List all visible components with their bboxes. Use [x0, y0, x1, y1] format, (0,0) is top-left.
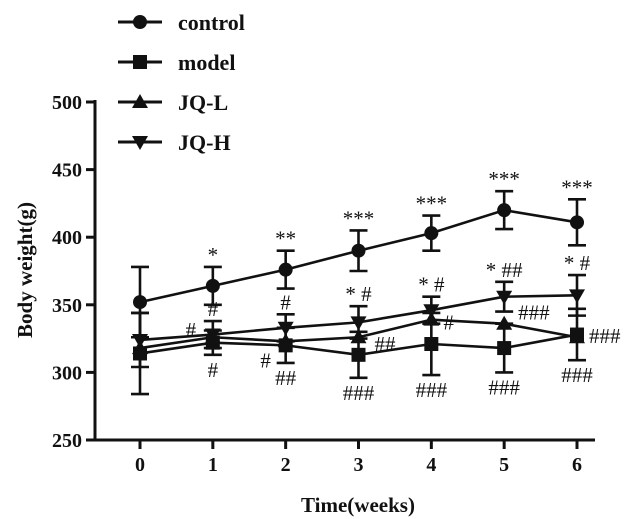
significance-JQ-L-3: ##	[375, 332, 397, 356]
significance-model-6: ###	[561, 363, 593, 387]
significance-control-5: ***	[488, 167, 520, 191]
data-point-control-6	[570, 215, 584, 230]
significance-JQ-L-6: ###	[589, 324, 621, 348]
legend-label-control: control	[178, 10, 245, 35]
data-point-JQ-H-6	[569, 289, 585, 304]
legend-item-control: control	[118, 10, 245, 35]
plot-area	[131, 189, 586, 396]
y-axis-label: Body weight(g)	[13, 202, 37, 338]
legend-item-JQ-H: JQ-H	[118, 130, 231, 155]
significance-JQ-L-4: #	[443, 311, 454, 335]
legend-label-JQ-H: JQ-H	[178, 130, 231, 155]
significance-model-1: #	[208, 358, 219, 382]
y-tick-label-350: 350	[52, 295, 82, 317]
data-point-JQ-H-5	[496, 290, 513, 305]
x-tick-label-6: 6	[572, 454, 582, 476]
significance-JQ-H-6: * #	[564, 251, 591, 275]
significance-model-2: ##	[275, 366, 297, 390]
data-point-JQ-H-4	[423, 304, 440, 319]
legend-item-JQ-L: JQ-L	[118, 90, 228, 115]
legend-marker-JQ-L	[132, 94, 148, 108]
y-tick-label-450: 450	[52, 160, 82, 182]
axes: 250 300 350 400 450 500 0 1 2 3 4 5 6	[52, 92, 595, 476]
significance-JQ-H-4: * #	[418, 273, 445, 297]
significance-control-1: *	[208, 243, 219, 267]
data-point-JQ-L-5	[496, 315, 513, 330]
significance-control-2: **	[275, 227, 296, 251]
significance-JQ-H-1: #	[208, 297, 219, 321]
data-point-JQ-H-3	[350, 316, 367, 331]
significance-model-4: ###	[416, 378, 448, 402]
significance-JQ-L-5: ###	[518, 301, 550, 325]
significance-annotations: ************ ***# ##### ### ########### #####…	[186, 167, 621, 405]
legend-label-JQ-L: JQ-L	[178, 90, 228, 115]
series-JQ-H	[131, 273, 586, 369]
legend-marker-JQ-H	[132, 136, 148, 150]
significance-JQ-H-3: * #	[345, 282, 372, 306]
data-point-control-0	[133, 295, 147, 310]
x-tick-label-3: 3	[354, 454, 364, 476]
data-point-control-1	[205, 278, 220, 293]
x-tick-label-4: 4	[426, 454, 436, 476]
data-point-model-3	[351, 347, 366, 362]
data-point-JQ-H-1	[204, 328, 221, 343]
legend-marker-control	[133, 15, 147, 29]
data-point-control-4	[424, 226, 439, 241]
data-point-control-5	[497, 203, 512, 218]
series-control	[131, 189, 586, 339]
significance-JQ-L-1: #	[186, 318, 197, 342]
data-point-model-4	[424, 337, 439, 352]
data-point-model-5	[497, 341, 512, 356]
x-tick-label-2: 2	[281, 454, 291, 476]
legend-label-model: model	[178, 50, 235, 75]
y-tick-label-400: 400	[52, 227, 82, 249]
significance-model-3: ###	[343, 381, 375, 405]
x-tick-label-0: 0	[135, 454, 145, 476]
significance-model-5: ###	[488, 375, 520, 399]
significance-control-4: ***	[416, 192, 448, 216]
y-tick-label-500: 500	[52, 92, 82, 114]
legend-item-model: model	[118, 50, 235, 75]
x-tick-label-1: 1	[208, 454, 218, 476]
significance-control-3: ***	[343, 206, 375, 230]
data-point-JQ-H-0	[132, 333, 148, 348]
data-point-control-3	[351, 243, 366, 258]
data-point-JQ-H-2	[277, 321, 294, 336]
data-point-JQ-L-6	[569, 329, 585, 344]
significance-JQ-L-2: #	[260, 348, 271, 372]
significance-JQ-H-5: * ##	[486, 258, 523, 282]
data-point-control-2	[278, 262, 293, 277]
legend-marker-model	[133, 55, 147, 69]
legend: control model JQ-L JQ-H	[118, 10, 245, 155]
y-tick-label-250: 250	[52, 430, 82, 452]
x-axis-label: Time(weeks)	[301, 493, 415, 517]
y-tick-label-300: 300	[52, 362, 82, 384]
significance-JQ-H-2: #	[280, 290, 291, 314]
significance-control-6: ***	[561, 175, 593, 199]
x-tick-label-5: 5	[499, 454, 509, 476]
